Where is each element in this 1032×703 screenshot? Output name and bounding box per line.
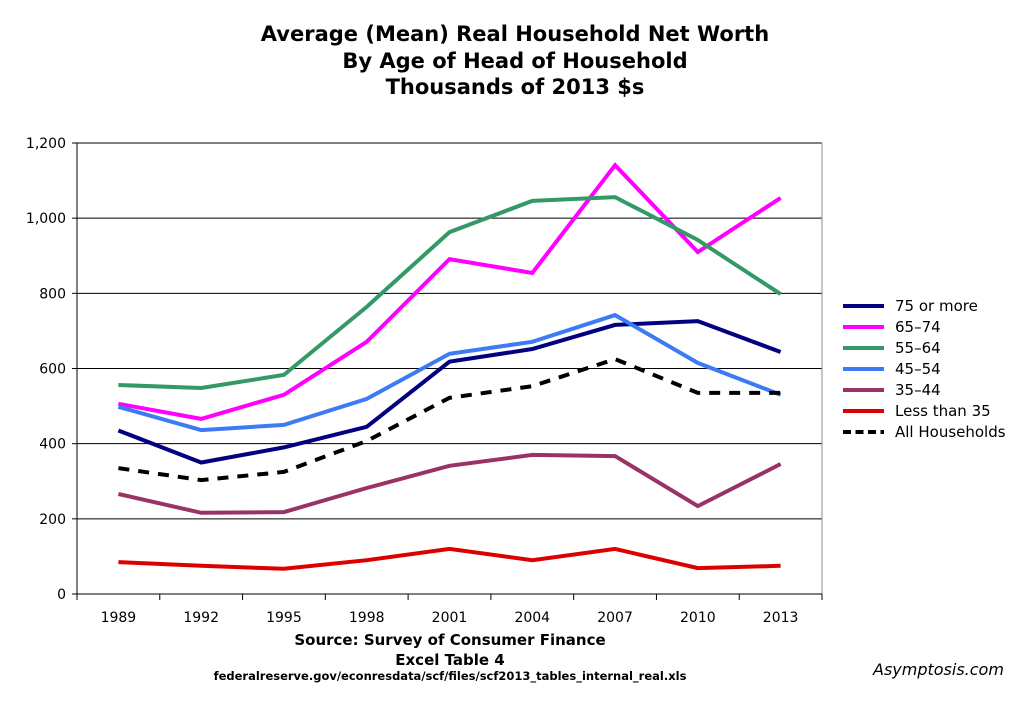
y-tick-label: 1,000 [26,211,66,227]
chart-title: Average (Mean) Real Household Net Worth [260,22,770,46]
y-tick-label: 1,200 [26,136,66,152]
chart-units: Thousands of 2013 $s [385,75,645,99]
source-table: Excel Table 4 [395,651,505,669]
y-tick-label: 400 [39,437,66,453]
legend-item-45-54: 45–54 [843,360,941,378]
x-tick-label: 2004 [514,610,550,626]
x-tick-label: 2001 [432,610,468,626]
y-tick-label: 0 [57,587,66,603]
chart-subtitle: By Age of Head of Household [342,48,688,73]
legend: 75 or more 65–74 55–64 45–54 35–44 Less than … [843,297,1006,441]
legend-label: All Households [895,423,1006,441]
series-line-all-households [118,356,781,483]
series-line-55-64 [118,195,782,391]
x-tick-label: 2007 [597,610,633,626]
series-line-35-44 [117,452,782,515]
legend-label: 45–54 [895,360,941,378]
y-tick-label: 600 [39,362,66,378]
series-lines [117,162,782,571]
gridlines [77,142,822,520]
x-tick-label: 1989 [101,610,137,626]
source-note: Source: Survey of Consumer Finance [294,631,606,649]
legend-label: 55–64 [895,339,941,357]
x-tick-label: 2013 [763,610,799,626]
legend-label: Less than 35 [895,402,991,420]
legend-item-55-64: 55–64 [843,339,941,357]
legend-item-35-44: 35–44 [843,381,941,399]
series-line-65-74 [118,162,782,421]
x-tick-label: 1992 [183,610,219,626]
legend-label: 75 or more [895,297,978,315]
axes: 0 200 400 600 800 1,000 1,200 1989 1992 1995 1998 2… [26,136,823,626]
y-tick-label: 800 [39,286,66,302]
legend-item-75-or-more: 75 or more [843,297,978,315]
source-url: federalreserve.gov/econresdata/scf/files… [213,669,687,683]
chart-title-block: Average (Mean) Real Household Net Worth … [0,21,1030,101]
legend-item-less-than-35: Less than 35 [843,402,991,420]
legend-item-all-households: All Households [843,423,1006,441]
legend-label: 65–74 [895,318,941,336]
x-tick-label: 1995 [266,610,302,626]
x-tick-label: 1998 [349,610,385,626]
y-tick-label: 200 [39,512,66,528]
series-line-45-54 [117,312,782,433]
x-tick-label: 2010 [680,610,716,626]
series-line-75-or-more [117,319,782,465]
legend-item-65-74: 65–74 [843,318,941,336]
series-line-less-than-35 [118,546,781,571]
site-watermark: Asymptosis.com [873,660,1004,679]
legend-label: 35–44 [895,381,941,399]
